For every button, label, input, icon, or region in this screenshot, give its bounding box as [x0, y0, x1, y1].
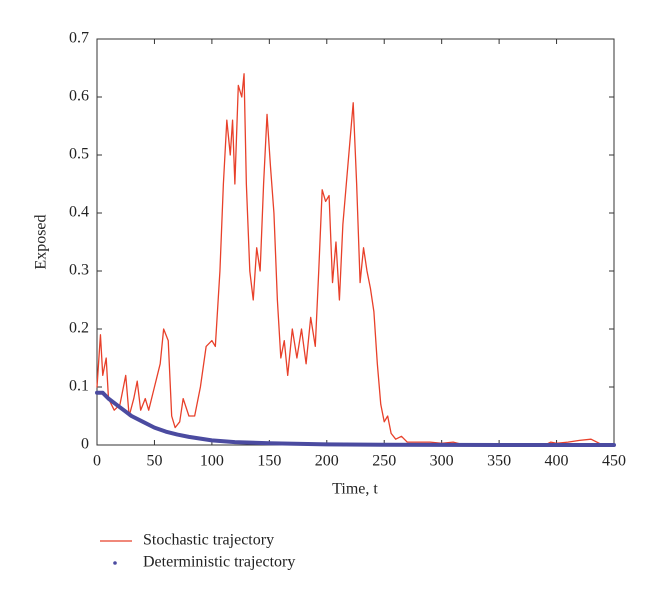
y-tick-label: 0.2 — [69, 320, 89, 337]
x-axis-title: Time, t — [332, 481, 378, 498]
y-axis-title: Exposed — [33, 214, 50, 269]
y-tick-label: 0 — [81, 436, 89, 453]
x-tick-label: 450 — [602, 453, 626, 470]
x-tick-label: 150 — [257, 453, 281, 470]
deterministic-line — [95, 390, 616, 447]
x-tick-label: 350 — [487, 453, 511, 470]
y-tick-label: 0.5 — [69, 146, 89, 163]
legend-label: Deterministic trajectory — [143, 554, 295, 571]
x-tick-label: 100 — [200, 453, 224, 470]
y-tick-label: 0.4 — [69, 204, 89, 221]
legend-marker — [113, 561, 117, 565]
y-tick-label: 0.1 — [69, 378, 89, 395]
x-tick-label: 0 — [93, 453, 101, 470]
legend-label: Stochastic trajectory — [143, 532, 274, 549]
plot-frame — [96, 38, 615, 446]
stochastic-line — [96, 73, 615, 446]
x-tick-label: 300 — [430, 453, 454, 470]
x-tick-label: 400 — [545, 453, 569, 470]
y-tick-label: 0.7 — [69, 30, 89, 47]
y-tick-label: 0.6 — [69, 88, 89, 105]
x-tick-label: 200 — [315, 453, 339, 470]
x-tick-label: 250 — [372, 453, 396, 470]
y-tick-label: 0.3 — [69, 262, 89, 279]
x-tick-label: 50 — [146, 453, 162, 470]
